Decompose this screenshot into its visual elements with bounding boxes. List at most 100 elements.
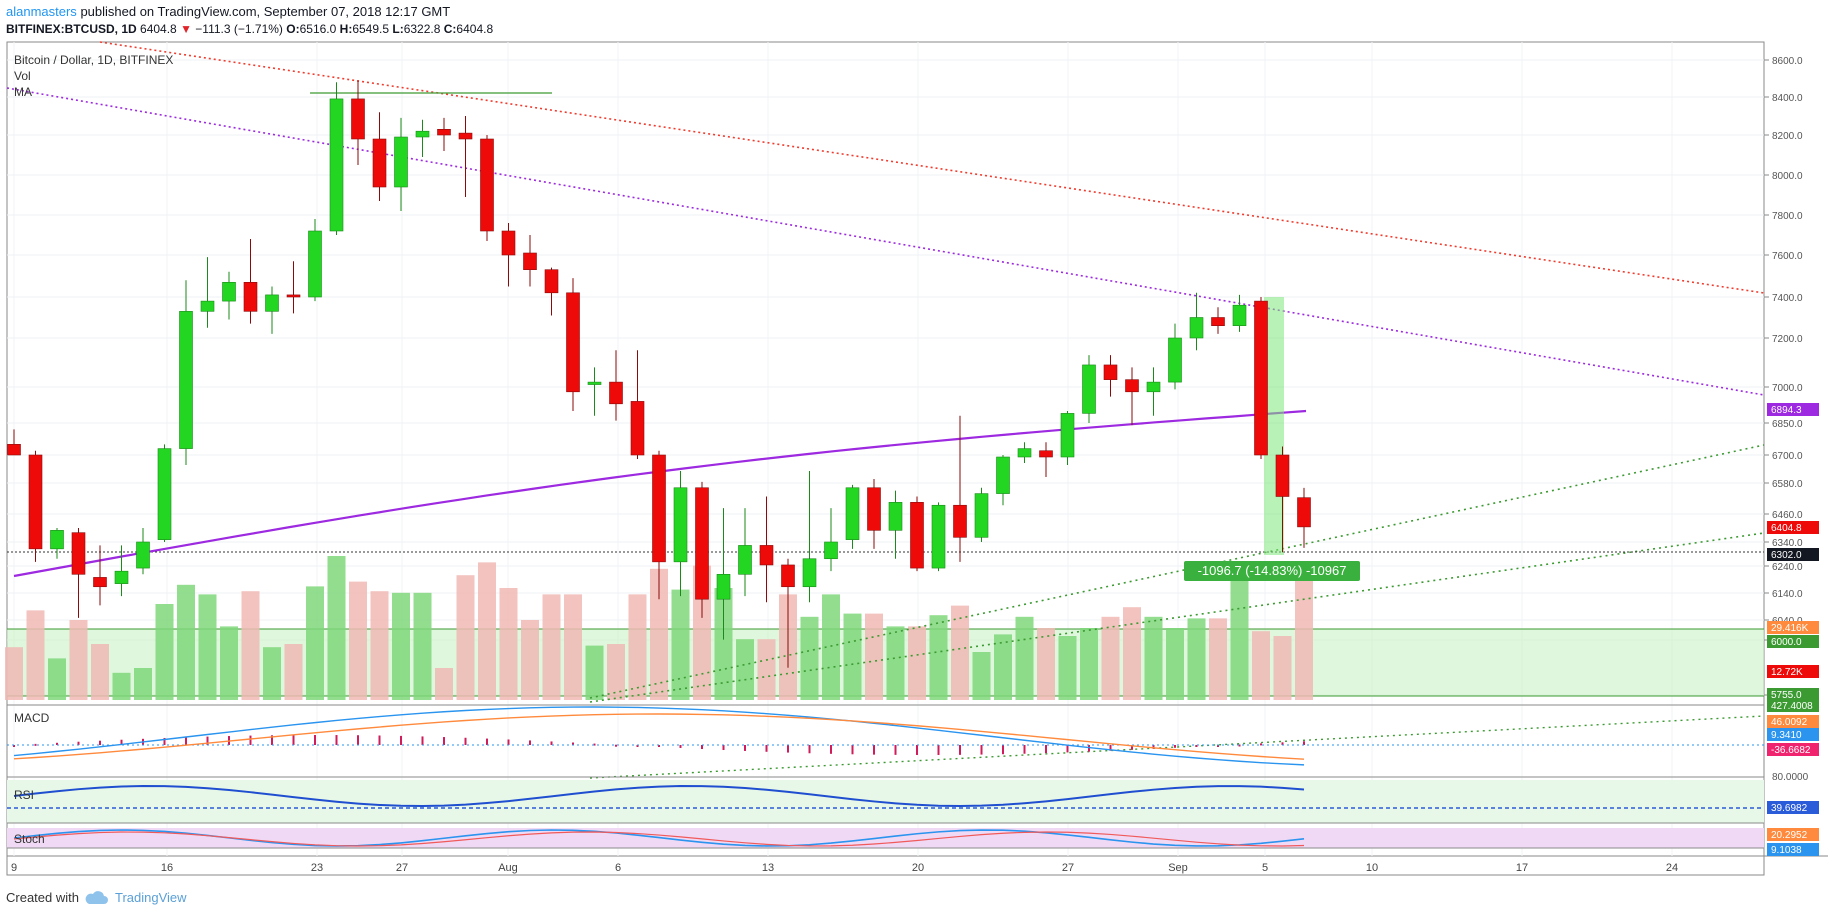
price-label-bg xyxy=(1767,635,1819,648)
macd-hist-bar xyxy=(1045,745,1047,754)
macd-hist-bar xyxy=(271,735,273,745)
macd-hist-bar xyxy=(1088,745,1090,752)
pane-value-label: 9.3410 xyxy=(1771,730,1802,741)
candle xyxy=(824,541,838,560)
candle xyxy=(673,487,688,563)
green-trendline-upper xyxy=(589,444,1765,699)
price-label-bg xyxy=(1767,548,1819,561)
y-tick-label: 6580.0 xyxy=(1772,479,1803,490)
candle xyxy=(523,252,537,271)
volume-bar xyxy=(757,639,776,700)
open-label: O: xyxy=(286,22,300,36)
macd-hist-bar xyxy=(185,737,187,745)
volume-bar xyxy=(413,592,432,700)
price-label-bg xyxy=(1767,621,1819,634)
y-tick-label: 8600.0 xyxy=(1772,56,1803,67)
macd-hist-bar xyxy=(851,745,854,755)
macd-hist-bar xyxy=(56,742,58,745)
volume-bar xyxy=(585,645,604,700)
candle xyxy=(759,545,774,566)
pane-value-label: 20.2952 xyxy=(1771,830,1808,841)
volume-bar xyxy=(198,594,217,700)
ma-legend: MA xyxy=(14,85,32,99)
price-label: 5755.0 xyxy=(1771,690,1802,701)
candle xyxy=(157,448,172,540)
volume-bar xyxy=(1273,636,1292,700)
macd-hist-bar xyxy=(421,736,424,745)
x-tick-label: 24 xyxy=(1666,862,1678,874)
macd-hist-bar xyxy=(1281,742,1284,745)
candle xyxy=(587,381,602,385)
macd-hist-bar xyxy=(1152,745,1155,749)
macd-hist-bar xyxy=(507,739,510,745)
candle xyxy=(716,573,731,600)
macd-hist-bar xyxy=(77,741,80,745)
measure-label: -1096.7 (-14.83%) -10967 xyxy=(1198,563,1347,578)
pane-value-bg xyxy=(1767,715,1819,728)
x-tick-label: Aug xyxy=(498,862,518,874)
macd-hist-bar xyxy=(937,745,940,755)
pane-label: Stoch xyxy=(14,832,45,846)
price-chart[interactable]: MACD RSI Stoch 80.0000 8600.0 8400.0 8200.0 80… xyxy=(0,0,1828,880)
volume-bar xyxy=(349,581,367,700)
candle xyxy=(1232,304,1247,327)
purple-trendline xyxy=(6,87,1765,396)
candle xyxy=(845,487,860,540)
symbol-name: BITFINEX:BTCUSD, 1D xyxy=(6,22,137,36)
candle xyxy=(71,532,86,575)
created-with-label: Created with xyxy=(6,890,79,905)
volume-bar xyxy=(220,626,238,700)
volume-bar xyxy=(499,588,518,700)
volume-bar xyxy=(822,594,840,700)
y-tick-label: 7600.0 xyxy=(1772,251,1803,262)
candle xyxy=(1060,413,1075,458)
candle xyxy=(888,502,903,531)
volume-bar xyxy=(607,644,625,700)
volume-bar xyxy=(327,556,346,700)
candle xyxy=(372,138,387,188)
price-label-bg xyxy=(1767,699,1819,712)
price-label-bg xyxy=(1767,521,1819,534)
x-tick-label: 17 xyxy=(1516,862,1528,874)
candle xyxy=(738,545,752,575)
volume-bar xyxy=(1101,616,1120,700)
candle xyxy=(1017,448,1032,458)
publish-info: published on TradingView.com, September … xyxy=(80,4,451,19)
y-tick-label: 6850.0 xyxy=(1772,419,1803,430)
x-tick-label: 16 xyxy=(161,862,173,874)
volume-bar xyxy=(521,620,539,700)
x-tick-label: Sep xyxy=(1168,862,1188,874)
symbol-header: BITFINEX:BTCUSD, 1D 6404.8 ▼ −111.3 (−1.… xyxy=(6,22,493,36)
price-label: 6302.0 xyxy=(1771,550,1802,561)
macd-hist-bar xyxy=(99,740,101,745)
pane-value-bg xyxy=(1767,801,1819,814)
candle xyxy=(394,136,408,188)
candle xyxy=(222,281,236,302)
volume-bar xyxy=(886,626,905,700)
price-label-bg xyxy=(1767,403,1819,416)
candle xyxy=(114,570,129,584)
y-tick-label: 7400.0 xyxy=(1772,293,1803,304)
y-tick-label: 7800.0 xyxy=(1772,211,1803,222)
author-link[interactable]: alanmasters xyxy=(6,4,77,19)
candle xyxy=(781,564,795,588)
tradingview-link[interactable]: TradingView xyxy=(114,890,187,905)
macd-hist-bar xyxy=(615,744,617,747)
volume-bar xyxy=(1187,618,1206,700)
macd-hist-bar xyxy=(1023,745,1026,754)
macd-hist-bar xyxy=(916,745,918,755)
candle xyxy=(1103,364,1118,380)
macd-hist-bar xyxy=(314,735,316,745)
candle xyxy=(996,456,1010,494)
volume-bar xyxy=(1209,618,1227,700)
chart-title: Bitcoin / Dollar, 1D, BITFINEX xyxy=(14,53,173,67)
volume-bar xyxy=(929,615,948,700)
volume-bar xyxy=(994,634,1012,700)
price-label: 6404.8 xyxy=(1771,523,1802,534)
last-price: 6404.8 xyxy=(140,22,177,36)
volume-bar xyxy=(1123,607,1141,700)
macd-hist-bar xyxy=(636,745,639,747)
pane-value-label: 9.1038 xyxy=(1771,845,1802,856)
pane-value-label: 46.0092 xyxy=(1771,717,1808,728)
volume-bar xyxy=(134,668,152,700)
